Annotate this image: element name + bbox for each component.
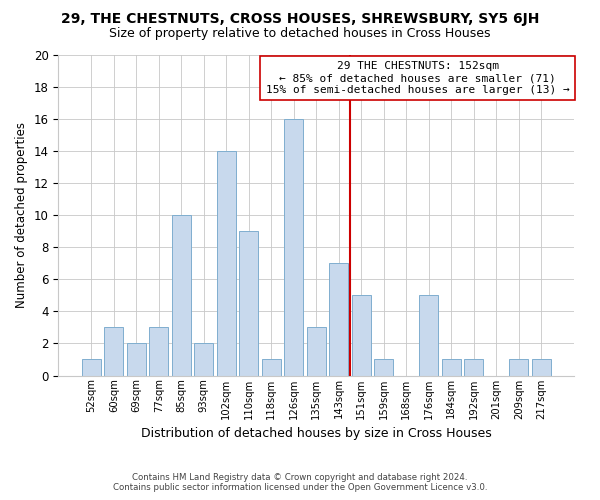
Bar bbox=[82, 360, 101, 376]
Bar bbox=[149, 328, 169, 376]
Bar bbox=[442, 360, 461, 376]
Text: 29 THE CHESTNUTS: 152sqm
← 85% of detached houses are smaller (71)
15% of semi-d: 29 THE CHESTNUTS: 152sqm ← 85% of detach… bbox=[266, 62, 569, 94]
Bar bbox=[217, 151, 236, 376]
Bar bbox=[194, 344, 214, 376]
Bar bbox=[352, 296, 371, 376]
X-axis label: Distribution of detached houses by size in Cross Houses: Distribution of detached houses by size … bbox=[141, 427, 492, 440]
Bar bbox=[284, 119, 304, 376]
Text: 29, THE CHESTNUTS, CROSS HOUSES, SHREWSBURY, SY5 6JH: 29, THE CHESTNUTS, CROSS HOUSES, SHREWSB… bbox=[61, 12, 539, 26]
Bar bbox=[127, 344, 146, 376]
Bar bbox=[509, 360, 529, 376]
Text: Contains HM Land Registry data © Crown copyright and database right 2024.
Contai: Contains HM Land Registry data © Crown c… bbox=[113, 473, 487, 492]
Bar bbox=[307, 328, 326, 376]
Bar bbox=[374, 360, 394, 376]
Text: Size of property relative to detached houses in Cross Houses: Size of property relative to detached ho… bbox=[109, 28, 491, 40]
Bar bbox=[172, 216, 191, 376]
Bar bbox=[464, 360, 484, 376]
Bar bbox=[239, 232, 259, 376]
Bar bbox=[419, 296, 439, 376]
Bar bbox=[104, 328, 124, 376]
Bar bbox=[532, 360, 551, 376]
Bar bbox=[262, 360, 281, 376]
Bar bbox=[329, 264, 349, 376]
Y-axis label: Number of detached properties: Number of detached properties bbox=[15, 122, 28, 308]
